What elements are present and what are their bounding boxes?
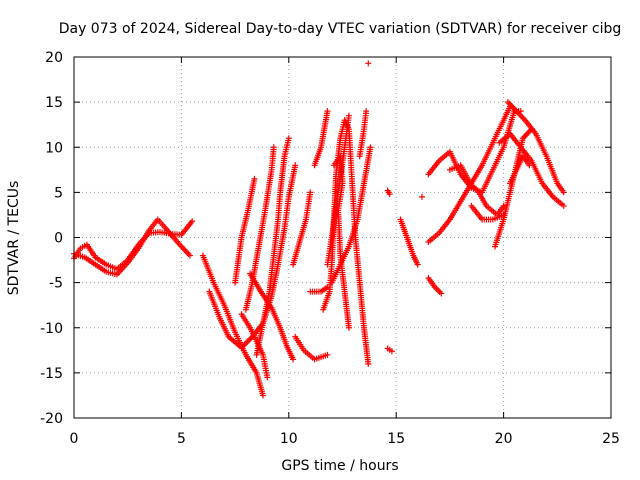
y-tick-label: 0 xyxy=(54,231,63,247)
y-tick-label: 20 xyxy=(45,50,63,66)
data-point xyxy=(260,392,267,399)
data-point xyxy=(290,356,297,363)
y-tick-label: 15 xyxy=(45,95,63,111)
x-axis-label: GPS time / hours xyxy=(281,458,398,474)
data-point xyxy=(500,202,507,209)
x-tick-label: 25 xyxy=(602,431,620,447)
data-point xyxy=(388,348,395,355)
data-point xyxy=(560,189,567,196)
data-point xyxy=(285,135,292,142)
data-point xyxy=(189,218,196,225)
data-point xyxy=(307,189,314,196)
data-point xyxy=(345,324,352,331)
y-axis-label: SDTVAR / TECUs xyxy=(6,181,22,296)
y-tick-label: 10 xyxy=(45,140,63,156)
data-point xyxy=(418,193,425,200)
data-point xyxy=(367,144,374,151)
data-point xyxy=(186,252,193,259)
data-point xyxy=(324,108,331,115)
data-point xyxy=(345,112,352,119)
data-point xyxy=(414,261,421,268)
x-tick-label: 10 xyxy=(280,431,298,447)
y-tick-label: 5 xyxy=(54,185,63,201)
axis-ticks: 0 5 10 15 20 25 -20 -15 -10 -5 0 5 10 15 20 xyxy=(40,50,620,447)
y-tick-label: -20 xyxy=(40,411,63,427)
data-point xyxy=(526,162,533,169)
x-tick-label: 15 xyxy=(387,431,405,447)
data-point xyxy=(292,162,299,169)
data-point xyxy=(324,351,331,358)
x-tick-label: 5 xyxy=(177,431,186,447)
x-tick-label: 0 xyxy=(70,431,79,447)
y-tick-label: -5 xyxy=(49,276,63,292)
chart-title: Day 073 of 2024, Sidereal Day-to-day VTE… xyxy=(59,21,622,37)
x-tick-label: 20 xyxy=(495,431,513,447)
data-point xyxy=(363,108,370,115)
y-tick-label: -10 xyxy=(40,321,63,337)
data-point xyxy=(251,175,258,182)
data-point xyxy=(438,290,445,297)
data-point xyxy=(365,60,372,67)
data-point xyxy=(386,191,393,198)
data-point xyxy=(560,202,567,209)
y-tick-label: -15 xyxy=(40,366,63,382)
data-point xyxy=(264,374,271,381)
data-point xyxy=(365,360,372,367)
data-points xyxy=(71,60,567,399)
data-point xyxy=(270,144,277,151)
